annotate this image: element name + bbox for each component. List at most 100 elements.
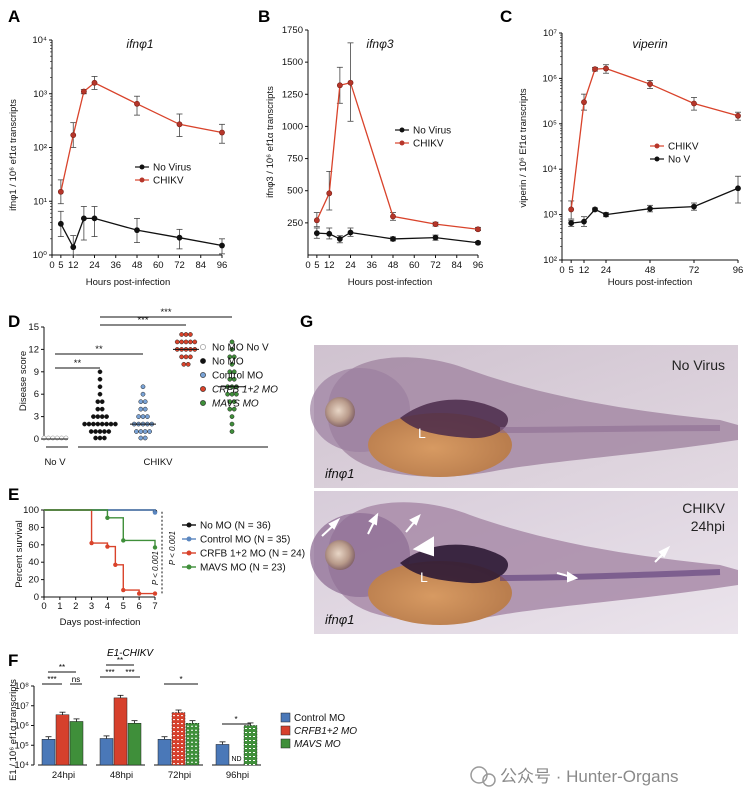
chartC-xtick-label: 5 <box>569 265 574 276</box>
chart-e-xtick-label: 6 <box>136 601 141 612</box>
chart-f-bar <box>157 739 172 766</box>
chart-f-sig-label: * <box>179 675 182 684</box>
chart-d-dot <box>95 406 101 412</box>
chart-f-legend-label: CRFB1+2 MO <box>294 726 357 737</box>
chartC-point <box>568 206 575 213</box>
chart-d-dot <box>140 391 146 397</box>
chartA-xtick-label: 96 <box>217 260 228 271</box>
chartB-point <box>313 230 320 237</box>
chart-d-dot <box>174 339 180 345</box>
chart-f-bar <box>171 712 186 766</box>
chart-e-xtick-label: 1 <box>57 601 62 612</box>
chart-f-ytick-label: 10⁷ <box>15 701 30 712</box>
chart-f-sig-label: * <box>234 715 237 724</box>
chart-e-legend-marker <box>186 550 192 556</box>
chartA-xtick-label: 60 <box>153 260 164 271</box>
chart-d-sig-label: *** <box>137 315 148 326</box>
chartB-point <box>336 236 343 242</box>
arrowhead-marker <box>412 536 434 557</box>
chartB-xtick-label: 0 <box>305 260 310 271</box>
chart-e-legend-marker <box>186 536 192 542</box>
chart-c-ylabel: viperin / 10⁶ Ef1α transcripts <box>518 88 529 207</box>
chart-d-legend-marker <box>200 386 206 392</box>
chartC-point <box>735 185 741 192</box>
chartA-legend-marker <box>139 164 145 170</box>
chartC-point <box>581 218 587 225</box>
chartC-xtick-label: 12 <box>579 265 590 276</box>
chart-e-legend-marker <box>186 564 192 570</box>
chartB-xtick-label: 60 <box>409 260 420 271</box>
chart-d-dot <box>142 406 148 412</box>
chartA-ytick-label: 10³ <box>33 89 47 100</box>
chartA-xtick-label: 48 <box>132 260 143 271</box>
photo-top: No Virus L ifnφ1 <box>310 345 738 488</box>
chart-d-dot <box>231 406 237 412</box>
chart-d-dot <box>99 399 105 405</box>
chart-d-dot <box>138 399 144 405</box>
arrow-4-head <box>567 571 579 583</box>
chartA-point <box>134 227 140 234</box>
chart-e-point <box>152 510 158 515</box>
chartC-xtick-label: 24 <box>601 265 612 276</box>
chartC-xtick-label: 0 <box>559 265 564 276</box>
chartA-point <box>80 215 87 222</box>
chart-d-dot <box>138 435 144 441</box>
chartC-point <box>592 66 598 73</box>
chart-a-xlabel: Hours post-infection <box>86 277 170 288</box>
chartA-legend-label: CHIKV <box>153 176 184 187</box>
chart-d-dot <box>93 435 98 441</box>
chart-d-dot <box>99 406 105 412</box>
chartA-point <box>134 100 140 107</box>
chart-c-xlabel: Hours post-infection <box>608 277 692 288</box>
chartB-xtick-label: 5 <box>314 260 319 271</box>
gene-label-bottom: ifnφ1 <box>325 612 354 627</box>
chart-d-dot <box>140 414 146 419</box>
chart-d-dot <box>113 421 118 427</box>
chartB-ytick-label: 1250 <box>282 89 303 100</box>
chart-d-dot <box>142 435 148 441</box>
chart-e-ylabel: Percent survival <box>14 520 25 588</box>
chart-e-point <box>113 562 118 568</box>
chart-e-point <box>105 544 110 549</box>
chart-d-dot <box>188 332 193 337</box>
panel-label-g: G <box>300 312 313 331</box>
panel-label-c: C <box>500 7 512 26</box>
chart-d-group-label-chikv: CHIKV <box>143 457 173 468</box>
chart-f-ytick-label: 10⁵ <box>14 740 29 751</box>
chart-f-legend-swatch <box>280 725 291 736</box>
larva-eye-bottom <box>325 540 355 570</box>
chart-d-dot <box>188 339 193 345</box>
chart-f-bar <box>243 725 258 766</box>
arrow-2-head <box>368 512 379 526</box>
chartB-point <box>347 79 354 86</box>
chart-d-dot <box>97 391 103 397</box>
chart-e-point <box>89 540 94 546</box>
chart-e-pvalue-label: P < 0.001 <box>151 551 160 585</box>
chart-d-dot <box>229 339 235 345</box>
chart-e-ytick-label: 100 <box>23 505 39 516</box>
arrow-5-head <box>658 545 671 558</box>
arrow-1-head <box>328 517 341 530</box>
chart-e-xtick-label: 4 <box>105 601 110 612</box>
chartC-point <box>647 81 653 87</box>
chartA-point <box>219 129 225 136</box>
watermark: 公众号 · Hunter-Organs <box>470 766 679 787</box>
chart-d-dot <box>95 414 101 419</box>
chart-d-dot <box>179 339 184 345</box>
chart-f-ytick-label: 10⁴ <box>14 760 29 771</box>
chart-d-dot <box>82 421 87 427</box>
chart-d-legend-label: MAVS MO <box>212 399 259 410</box>
chartC-legend-marker <box>654 156 660 162</box>
chartC-point <box>592 206 598 213</box>
chartA-ytick-label: 10⁴ <box>32 35 47 46</box>
chart-e-ytick-label: 80 <box>28 522 39 533</box>
chart-d: Disease score No V CHIKV 03691215*******… <box>18 307 278 468</box>
chart-f-legend-label: MAVS MO <box>294 739 341 750</box>
chartC-ytick-label: 10⁵ <box>542 119 557 130</box>
chartA-xtick-label: 72 <box>174 260 185 271</box>
chart-d-legend-label: No MO <box>212 357 244 368</box>
chartB-legend-marker <box>399 127 405 133</box>
chart-d-ytick-label: 12 <box>28 344 39 355</box>
chartA-point <box>57 188 64 195</box>
